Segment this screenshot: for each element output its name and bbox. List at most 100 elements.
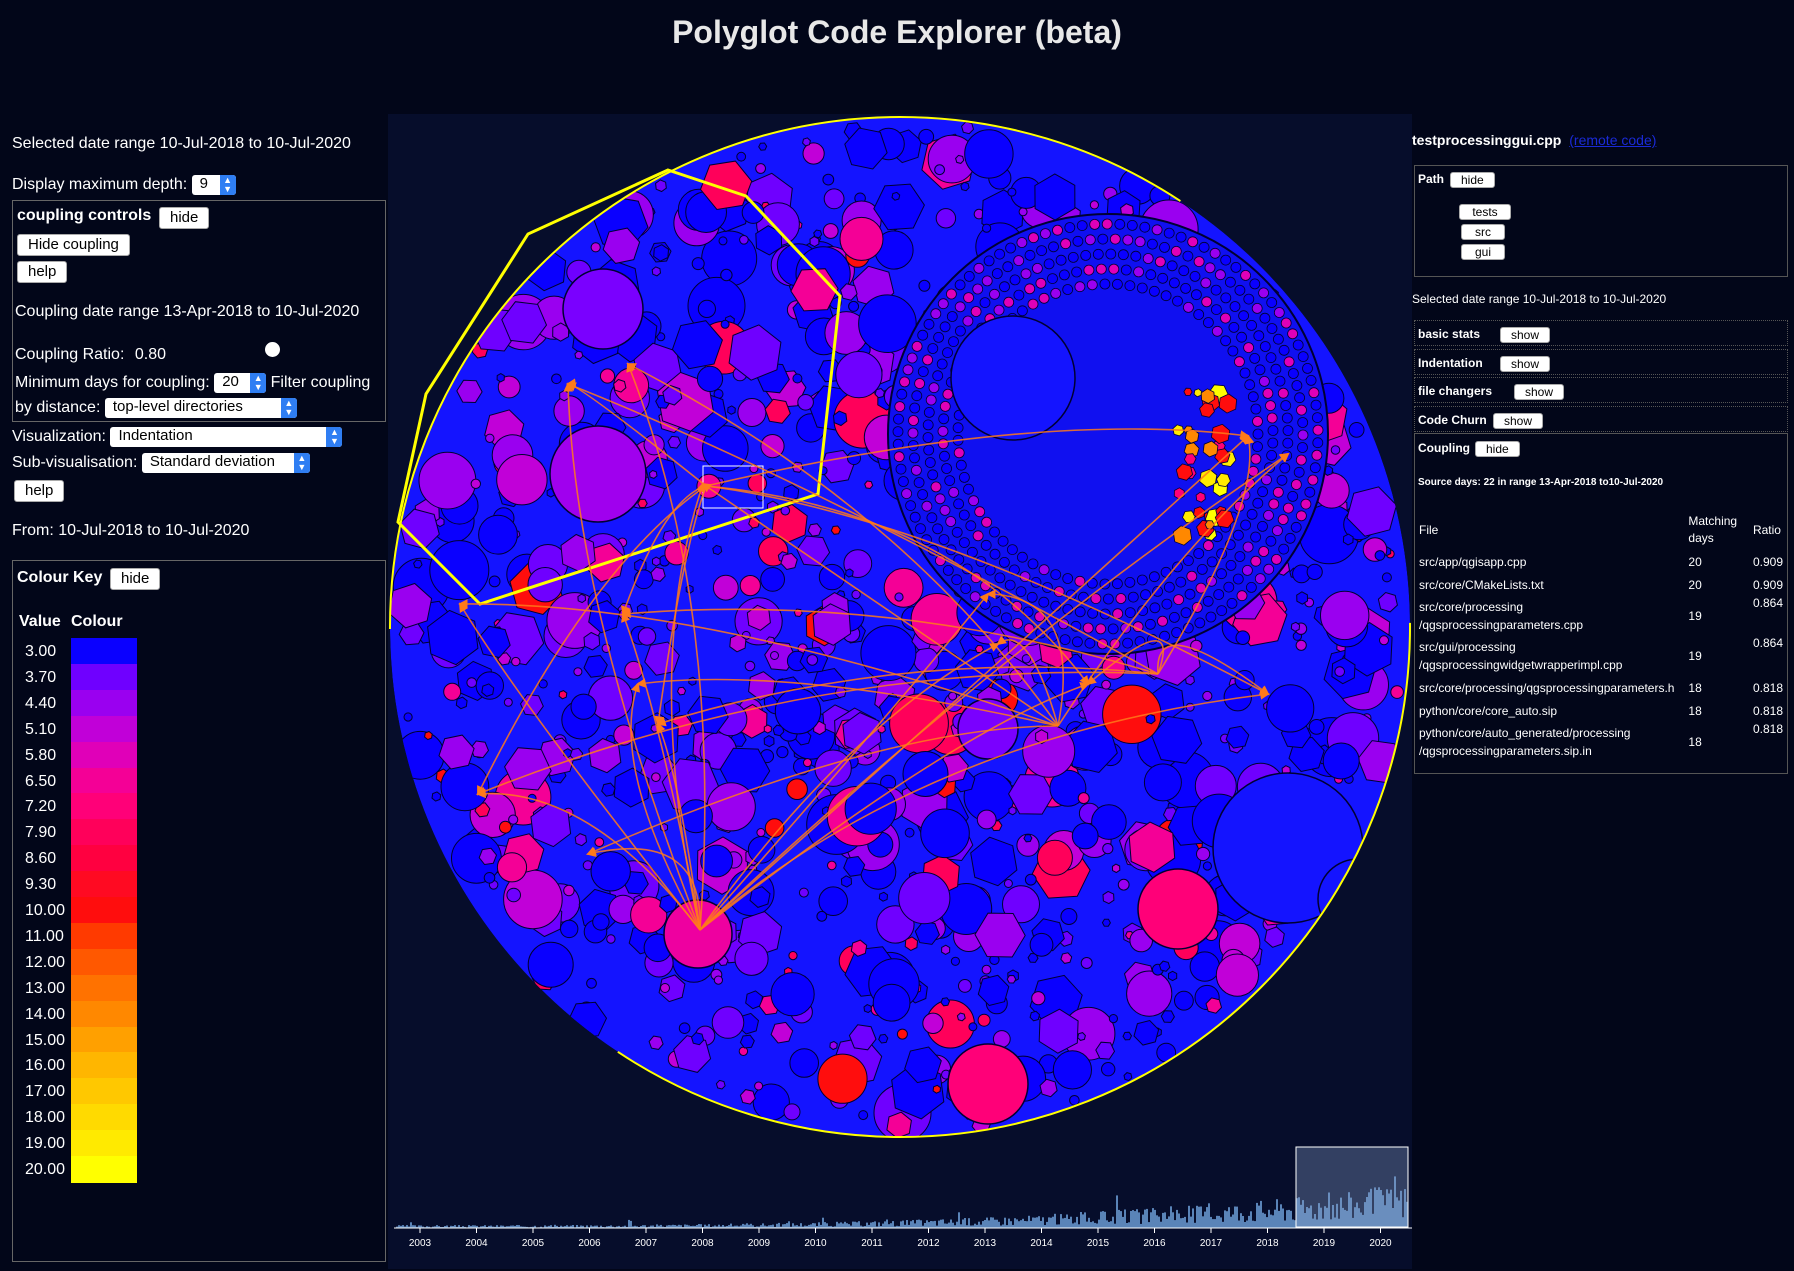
file-cell[interactable] (1229, 301, 1241, 312)
file-cell[interactable] (1295, 454, 1307, 466)
file-cell[interactable] (1220, 254, 1232, 266)
file-cell[interactable] (1297, 442, 1308, 453)
file-cell[interactable] (1117, 878, 1130, 891)
file-cell[interactable] (1035, 277, 1047, 289)
file-cell[interactable] (1185, 702, 1195, 712)
file-cell[interactable] (898, 872, 951, 925)
file-cell[interactable] (658, 974, 686, 1003)
file-cell[interactable] (1024, 873, 1037, 886)
file-cell[interactable] (1307, 474, 1319, 486)
file-cell[interactable] (1111, 863, 1121, 874)
file-cell[interactable] (893, 451, 905, 463)
file-cell[interactable] (917, 366, 929, 378)
file-cell[interactable] (939, 321, 951, 333)
file-cell[interactable] (806, 654, 819, 666)
file-cell[interactable] (886, 1111, 912, 1138)
file-cell[interactable] (1157, 615, 1168, 627)
file-cell[interactable] (1265, 400, 1276, 412)
file-cell[interactable] (1016, 237, 1028, 248)
file-cell[interactable] (914, 378, 925, 389)
file-cell[interactable] (1291, 380, 1303, 391)
file-cell[interactable] (1060, 238, 1071, 250)
file-cell[interactable] (613, 378, 627, 393)
file-cell[interactable] (1252, 415, 1263, 427)
file-cell[interactable] (920, 808, 970, 859)
file-cell[interactable] (953, 447, 965, 459)
file-cell[interactable] (1137, 605, 1149, 617)
file-cell[interactable] (1158, 960, 1171, 972)
file-cell[interactable] (1145, 713, 1156, 725)
file-cell[interactable] (497, 375, 521, 399)
file-cell[interactable] (898, 476, 909, 487)
file-cell[interactable] (994, 572, 1006, 584)
file-cell[interactable] (1254, 364, 1266, 376)
file-cell[interactable] (1154, 256, 1166, 268)
file-cell[interactable] (1196, 846, 1211, 862)
file-cell[interactable] (917, 489, 928, 500)
file-cell[interactable] (1227, 345, 1239, 357)
file-cell[interactable] (1126, 220, 1138, 231)
file-cell[interactable] (1043, 258, 1055, 270)
file-cell[interactable] (1259, 341, 1271, 352)
file-cell[interactable] (1145, 269, 1157, 281)
file-cell[interactable] (1173, 594, 1184, 606)
file-cell[interactable] (481, 683, 495, 697)
file-cell[interactable] (1082, 622, 1094, 634)
file-cell[interactable] (1114, 218, 1126, 230)
file-cell[interactable] (1040, 228, 1051, 239)
file-cell[interactable] (501, 301, 548, 344)
file-cell[interactable] (905, 500, 916, 512)
file-cell[interactable] (1206, 556, 1218, 568)
colour-key-hide-button[interactable]: hide (110, 568, 161, 590)
file-cell[interactable] (1089, 219, 1101, 230)
file-cell[interactable] (1374, 550, 1386, 561)
coupling-file[interactable]: python/core/core_auto.sip (1415, 699, 1684, 722)
file-cell[interactable] (1047, 273, 1058, 285)
file-cell[interactable] (527, 941, 574, 988)
file-cell[interactable] (739, 575, 761, 597)
file-cell[interactable] (1290, 521, 1302, 533)
file-cell[interactable] (863, 1004, 872, 1014)
file-cell[interactable] (1297, 351, 1309, 363)
file-cell[interactable] (1196, 563, 1208, 575)
file-cell[interactable] (712, 544, 723, 556)
file-cell[interactable] (1009, 668, 1024, 684)
file-cell[interactable] (506, 887, 521, 903)
file-cell[interactable] (1334, 666, 1346, 677)
file-cell[interactable] (1173, 487, 1185, 500)
file-cell[interactable] (923, 406, 935, 418)
file-cell[interactable] (951, 574, 963, 586)
file-cell[interactable] (1252, 428, 1264, 440)
file-cell[interactable] (932, 370, 944, 382)
visualization-select[interactable]: Indentation ▲ ▼ (110, 427, 343, 447)
file-cell[interactable] (1225, 559, 1237, 571)
file-cell[interactable] (796, 535, 831, 567)
file-cell[interactable] (1136, 574, 1148, 586)
file-cell[interactable] (1266, 449, 1277, 461)
file-cell[interactable] (1007, 187, 1017, 197)
file-cell[interactable] (688, 676, 697, 686)
file-cell[interactable] (954, 279, 966, 291)
file-cell[interactable] (959, 471, 970, 483)
file-cell[interactable] (1308, 387, 1320, 399)
file-cell[interactable] (1342, 533, 1354, 546)
file-cell[interactable] (1312, 424, 1324, 436)
file-cell[interactable] (1074, 281, 1086, 293)
file-cell[interactable] (873, 183, 925, 231)
file-cell[interactable] (1172, 295, 1183, 307)
file-cell[interactable] (817, 1053, 868, 1104)
file-cell[interactable] (1215, 269, 1226, 281)
section-show-button[interactable]: show (1500, 355, 1551, 372)
file-cell[interactable] (1112, 278, 1123, 290)
file-cell[interactable] (748, 671, 776, 701)
file-cell[interactable] (738, 1046, 749, 1056)
file-cell[interactable] (906, 352, 918, 364)
file-cell[interactable] (1291, 479, 1302, 490)
file-cell[interactable] (1024, 249, 1036, 261)
file-cell[interactable] (1105, 248, 1117, 260)
file-cell[interactable] (1202, 861, 1213, 871)
file-cell[interactable] (1233, 529, 1244, 541)
file-cell[interactable] (1164, 581, 1175, 593)
file-cell[interactable] (496, 454, 548, 506)
file-cell[interactable] (1247, 391, 1259, 403)
